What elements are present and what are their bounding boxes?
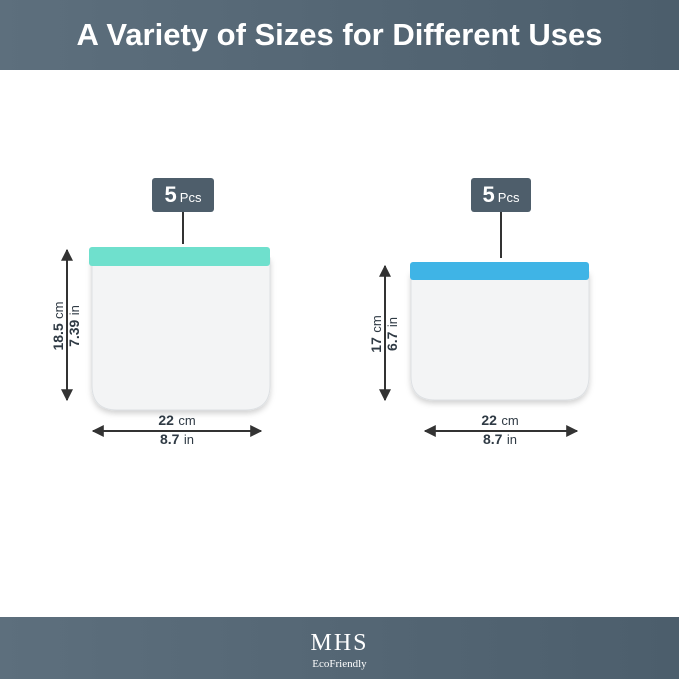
width-in: 8.7 in [483,431,517,448]
count-badge [152,178,214,212]
header-band [0,0,679,70]
height-cm: 18.5 cm [50,301,67,350]
bag-seal [89,247,270,266]
count: 5 Pcs [165,182,202,207]
bag-seal [410,262,589,280]
bag-medium: 5 Pcs 17 cm 6.7 in 22 cm 8.7 in [368,178,590,448]
bag-large: 5 Pcs 18.5 cm 7.39 in 22 cm 8.7 in [50,178,271,448]
width-cm: 22 cm [158,412,195,429]
footer-band [0,617,679,679]
bag-body [91,257,271,411]
count-badge [471,178,531,212]
count: 5 Pcs [483,182,520,207]
tagline: EcoFriendly [312,658,367,670]
bag-body [410,271,590,401]
brand: MHS [310,630,368,656]
height-in: 7.39 in [66,305,83,347]
height-in: 6.7 in [384,317,401,351]
width-cm: 22 cm [481,412,518,429]
width-in: 8.7 in [160,431,194,448]
height-cm: 17 cm [368,315,385,352]
header-title: A Variety of Sizes for Different Uses [76,17,602,52]
